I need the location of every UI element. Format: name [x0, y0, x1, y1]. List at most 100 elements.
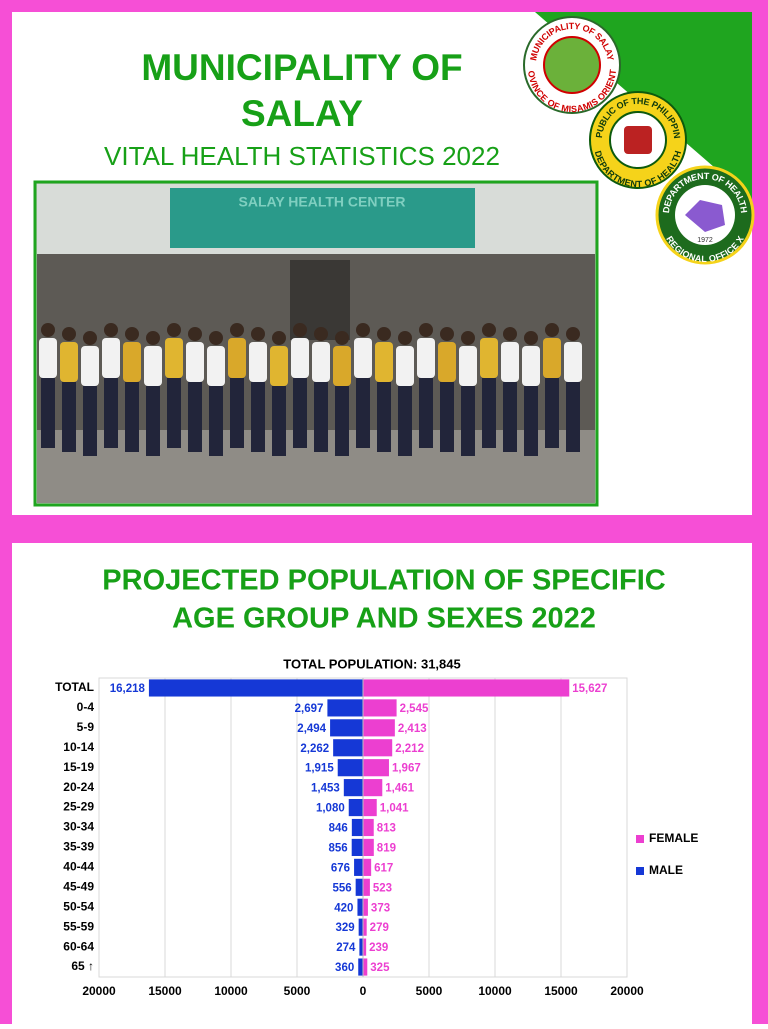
value-label: 556: [332, 882, 351, 894]
photo-person-legs: [545, 378, 559, 448]
photo-person-legs: [503, 382, 517, 452]
photo-person-head: [251, 327, 265, 341]
photo-facade: [170, 188, 475, 248]
bar: [363, 878, 370, 896]
bar: [355, 878, 363, 896]
bar: [363, 898, 368, 916]
photo-person-head: [482, 323, 496, 337]
bar: [363, 958, 368, 976]
photo-person-legs: [482, 378, 496, 448]
photo-person-head: [398, 331, 412, 345]
photo-person-head: [188, 327, 202, 341]
photo-person-head: [461, 331, 475, 345]
value-label: 1,915: [305, 763, 334, 775]
bar: [359, 938, 363, 956]
photo-person-head: [314, 327, 328, 341]
photo-person-head: [293, 323, 307, 337]
logo-shield: [624, 126, 652, 154]
photo-person-legs: [41, 378, 55, 448]
value-label: 2,212: [395, 743, 424, 755]
value-label: 523: [373, 882, 392, 894]
photo-person-body: [522, 346, 540, 386]
photo-person-body: [375, 342, 393, 382]
value-label: 274: [336, 942, 356, 954]
legend-swatch: [636, 867, 644, 875]
bar: [351, 818, 363, 837]
legend-label: FEMALE: [649, 831, 698, 845]
y-tick-label: 20-24: [63, 780, 94, 794]
photo-person-body: [480, 338, 498, 378]
y-tick-label: 30-34: [63, 820, 94, 834]
photo-person-body: [459, 346, 477, 386]
x-tick-label: 20000: [610, 984, 644, 998]
chart-subtitle: TOTAL POPULATION: 31,845: [283, 656, 460, 671]
photo-person-legs: [314, 382, 328, 452]
x-tick-label: 15000: [148, 984, 182, 998]
photo-person-legs: [398, 386, 412, 456]
value-label: 373: [371, 902, 390, 914]
x-tick-label: 5000: [416, 984, 443, 998]
value-label: 325: [370, 962, 390, 974]
photo-person-body: [291, 338, 309, 378]
photo-person-legs: [440, 382, 454, 452]
value-label: 1,967: [392, 763, 421, 775]
photo-person-body: [123, 342, 141, 382]
value-label: 420: [334, 902, 353, 914]
value-label: 1,041: [380, 803, 409, 815]
photo-person-head: [83, 331, 97, 345]
value-label: 819: [377, 842, 396, 854]
y-tick-label: 25-29: [63, 800, 94, 814]
bar: [363, 679, 570, 697]
photo-person-head: [377, 327, 391, 341]
photo-person-legs: [104, 378, 118, 448]
photo-person-body: [543, 338, 561, 378]
bar: [363, 759, 389, 777]
photo-person-body: [438, 342, 456, 382]
x-tick-label: 5000: [284, 984, 311, 998]
photo-person-body: [564, 342, 582, 382]
value-label: 16,218: [110, 683, 146, 695]
bar: [363, 699, 397, 717]
x-tick-label: 20000: [82, 984, 116, 998]
photo-person-head: [167, 323, 181, 337]
photo-person-legs: [230, 378, 244, 448]
bar: [337, 759, 363, 777]
bar: [363, 818, 374, 837]
bar: [348, 798, 363, 817]
photo-person-legs: [293, 378, 307, 448]
bar: [363, 838, 374, 857]
photo-person-head: [566, 327, 580, 341]
photo-person-legs: [377, 382, 391, 452]
x-tick-label: 0: [360, 984, 367, 998]
value-label: 239: [369, 942, 388, 954]
photo-person-legs: [188, 382, 202, 452]
photo-person-head: [356, 323, 370, 337]
photo: SALAY HEALTH CENTER: [33, 180, 599, 507]
y-tick-label: 40-44: [63, 860, 94, 874]
y-tick-label: 50-54: [63, 899, 94, 913]
photo-person-legs: [83, 386, 97, 456]
x-tick-label: 15000: [544, 984, 578, 998]
photo-person-legs: [356, 378, 370, 448]
photo-person-head: [545, 323, 559, 337]
value-label: 676: [331, 862, 350, 874]
photo-person-body: [81, 346, 99, 386]
bar: [363, 719, 395, 737]
bar: [363, 798, 377, 817]
value-label: 1,461: [385, 783, 414, 795]
photo-person-body: [417, 338, 435, 378]
photo-person-head: [62, 327, 76, 341]
bar: [357, 898, 363, 916]
chart: 20000 15000 10000 5000 0 5000 10000 15000 20000 T…: [55, 677, 698, 998]
photo-person-body: [354, 338, 372, 378]
photo-person-head: [503, 327, 517, 341]
photo-person-legs: [209, 386, 223, 456]
bar: [363, 739, 393, 757]
photo-person-body: [312, 342, 330, 382]
photo-person-legs: [167, 378, 181, 448]
photo-person-body: [501, 342, 519, 382]
logo: DEPARTMENT OF HEALTH REGIONAL OFFICE X 1…: [655, 165, 755, 265]
photo-person-head: [272, 331, 286, 345]
y-tick-label: 45-49: [63, 879, 94, 893]
